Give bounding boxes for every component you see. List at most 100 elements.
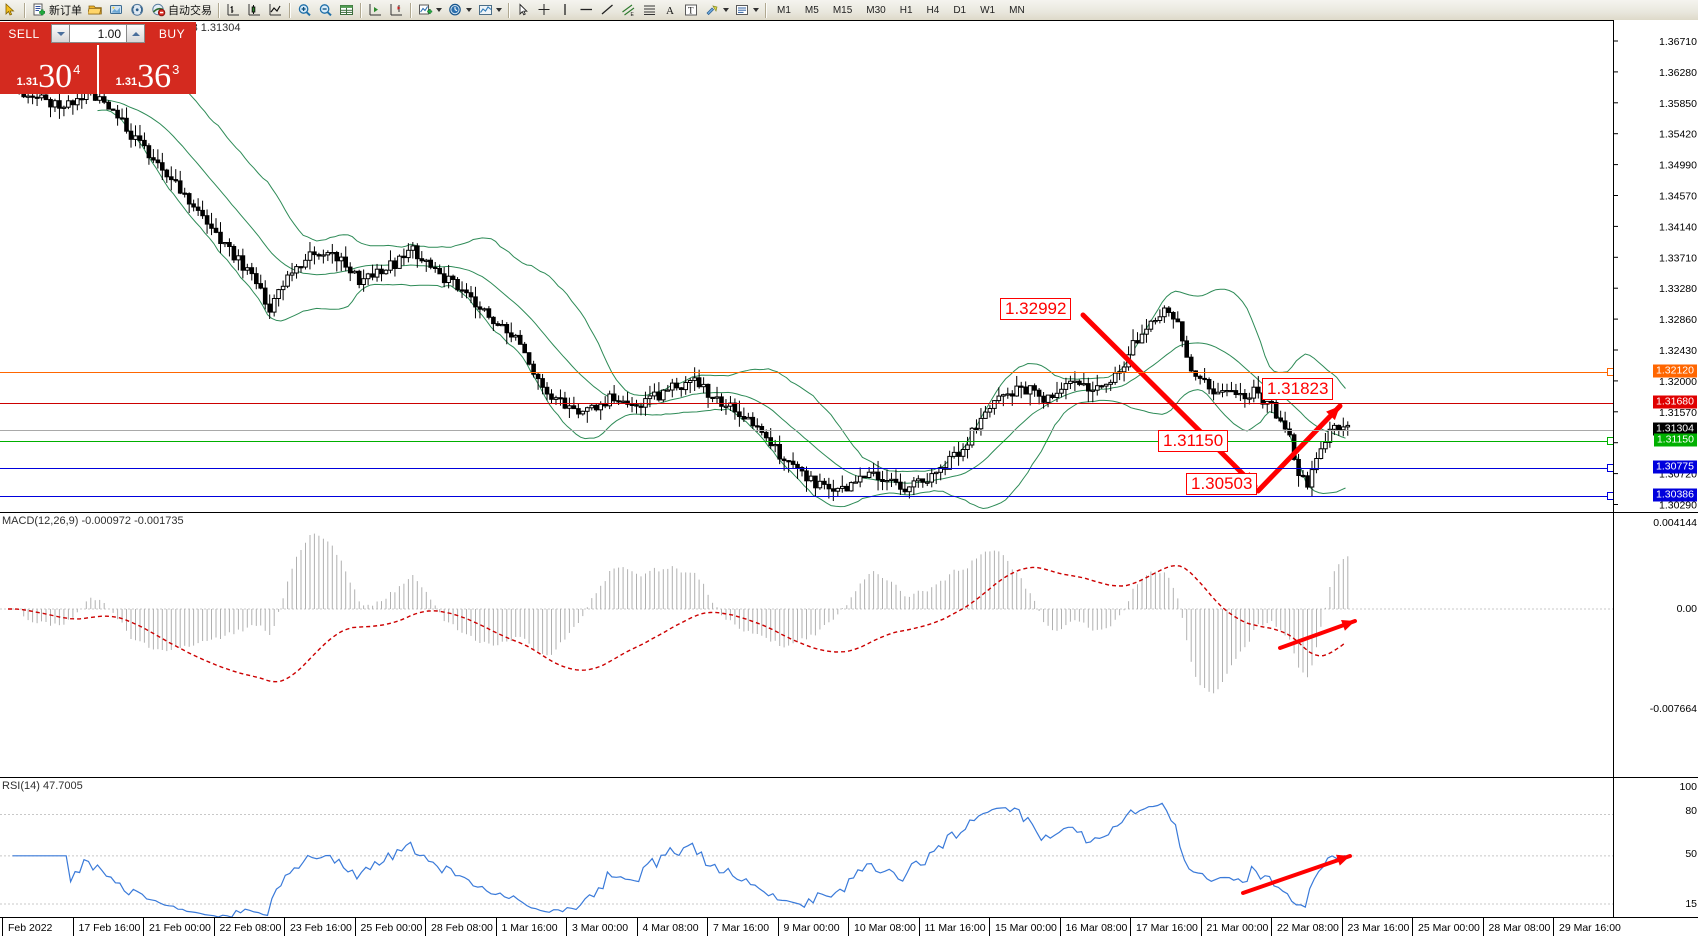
one-click-trading-controls[interactable]: SELL 1.00 BUY [0,22,196,45]
macd-scale: 0.004144 0.00 -0.007664 [1613,512,1698,778]
chevron-down-icon[interactable] [723,8,729,12]
macd-pane[interactable]: MACD(12,26,9) -0.000972 -0.001735 [0,512,1613,778]
objects-list-icon [735,3,750,17]
zoom-out-button[interactable] [316,1,335,19]
line-chart-button[interactable] [266,1,285,19]
annotation-1-32992[interactable]: 1.32992 [1000,298,1072,320]
zoom-in-button[interactable] [295,1,314,19]
period-menu-button[interactable] [446,1,474,19]
time-axis-label: 21 Feb 00:00 [149,922,211,934]
volume-input[interactable]: 1.00 [70,24,126,43]
timeframe-mn-button[interactable]: MN [1003,1,1031,19]
annotation-1-31150[interactable]: 1.31150 [1158,430,1229,452]
cursor-select-button[interactable] [514,1,533,19]
text-button[interactable]: A [661,1,680,19]
main-toolbar[interactable]: 新订单 自动交易 [0,0,1698,21]
timeframe-m5-button[interactable]: M5 [799,1,825,19]
timeframe-m15-button[interactable]: M15 [827,1,858,19]
time-axis-label: 22 Feb 08:00 [219,922,282,934]
toolbar-separator [765,2,767,18]
templates-button[interactable] [476,1,504,19]
chart-window[interactable]: GBPUSD-,H4 1.31328 1.31376 1.31303 1.313… [0,20,1698,936]
rsi-pane[interactable]: RSI(14) 47.7005 [0,777,1613,918]
price-level-badge-1-31680[interactable]: 1.31680 [1653,395,1697,409]
level-line-1-30775[interactable] [0,468,1613,469]
terminal-button[interactable] [107,1,126,19]
time-axis-separator [848,918,849,936]
template-icon [478,3,493,17]
level-line-1-31680[interactable] [0,403,1613,404]
trendline-button[interactable] [598,1,617,19]
new-order-icon [32,3,47,17]
macd-tick-bottom: -0.007664 [1649,703,1697,715]
price-level-badge-1-31150[interactable]: 1.31150 [1653,433,1697,447]
timeframe-h4-button[interactable]: H4 [921,1,946,19]
level-line-1-31150[interactable] [0,441,1613,442]
indicator-add-icon [418,3,433,17]
fibonacci-button[interactable] [640,1,659,19]
horizontal-line-icon [579,3,594,17]
candlestick-chart-button[interactable] [245,1,264,19]
new-order-button[interactable]: 新订单 [30,1,84,19]
autotrading-button[interactable]: 自动交易 [149,1,214,19]
metaeditor-button[interactable] [86,1,105,19]
horizontal-line-button[interactable] [577,1,596,19]
time-axis-separator [213,918,215,936]
svg-text:1.34570: 1.34570 [1659,191,1697,203]
signals-button[interactable] [128,1,147,19]
one-click-trading-panel[interactable]: SELL 1.00 BUY 1.31 30 4 1.31 36 3 [0,22,196,94]
cursor-tool-button[interactable] [1,1,20,19]
time-axis-separator [777,918,779,936]
volume-stepper[interactable]: 1.00 [48,22,148,45]
buy-price-box[interactable]: 1.31 36 3 [97,45,196,94]
indicators-menu-button[interactable] [416,1,444,19]
sell-button[interactable]: SELL [0,22,48,45]
chevron-down-icon[interactable] [496,8,502,12]
timeframe-m30-label: M30 [866,4,886,16]
rsi-tick-100: 100 [1679,781,1697,793]
data-window-button[interactable] [337,1,356,19]
annotation-1-30503[interactable]: 1.30503 [1186,473,1258,495]
timeframe-m15-label: M15 [832,4,853,16]
time-axis-separator [1200,918,1202,936]
macd-chart-canvas[interactable] [0,513,1613,778]
arrows-menu-button[interactable] [703,1,731,19]
text-label-button[interactable]: T [682,1,701,19]
channel-button[interactable]: E [619,1,638,19]
objects-list-button[interactable] [733,1,761,19]
time-axis-separator [284,918,285,936]
shift-end-button[interactable] [366,1,385,19]
time-axis-label: 21 Mar 00:00 [1206,922,1269,934]
level-line-1-30386[interactable] [0,496,1613,497]
time-axis-separator [425,918,426,936]
auto-scroll-button[interactable] [387,1,406,19]
one-click-prices[interactable]: 1.31 30 4 1.31 36 3 [0,45,196,94]
buy-button[interactable]: BUY [148,22,196,45]
time-axis-label: 11 Mar 16:00 [924,922,986,934]
chevron-down-icon[interactable] [436,8,442,12]
price-pane[interactable]: GBPUSD-,H4 1.31328 1.31376 1.31303 1.313… [0,20,1615,513]
bar-chart-button[interactable] [224,1,243,19]
price-level-badge-1-30775[interactable]: 1.30775 [1653,460,1697,474]
price-scale[interactable]: 1.36710 1.36280 1.35850 1.35420 1.34990 1.345… [1613,20,1698,512]
price-level-badge-1-32120[interactable]: 1.32120 [1653,364,1697,378]
sell-price-box[interactable]: 1.31 30 4 [0,45,97,94]
timeframe-h1-button[interactable]: H1 [894,1,919,19]
timeframe-m1-button[interactable]: M1 [771,1,797,19]
volume-increase-button[interactable] [126,24,145,43]
timeframe-m30-button[interactable]: M30 [860,1,891,19]
timeframe-d1-button[interactable]: D1 [947,1,972,19]
timeframe-w1-button[interactable]: W1 [974,1,1001,19]
price-chart-canvas[interactable] [0,21,1613,513]
chevron-down-icon [56,31,65,36]
chevron-down-icon[interactable] [466,8,472,12]
vertical-line-button[interactable] [556,1,575,19]
rsi-chart-canvas[interactable] [0,778,1613,918]
sell-price-big: 30 [38,58,73,94]
annotation-1-31823[interactable]: 1.31823 [1262,378,1334,400]
level-line-1-32120[interactable] [0,372,1613,373]
volume-decrease-button[interactable] [51,24,70,43]
chevron-down-icon[interactable] [753,8,759,12]
crosshair-button[interactable] [535,1,554,19]
price-level-badge-1-30386[interactable]: 1.30386 [1653,488,1697,502]
